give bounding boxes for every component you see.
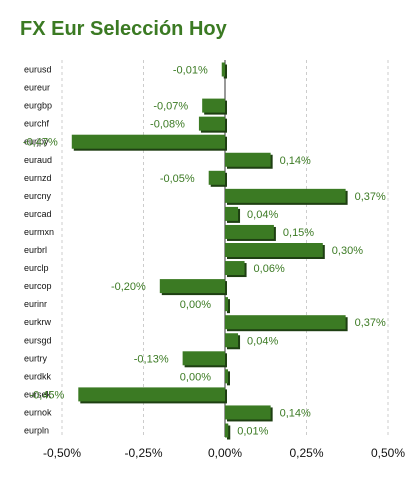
x-tick-label: -0,50%	[43, 446, 81, 460]
bar	[225, 188, 346, 203]
value-label: 0,14%	[280, 407, 311, 419]
category-label: eurnzd	[24, 173, 52, 183]
category-label: eurcny	[24, 191, 52, 201]
bar-shadow	[227, 299, 230, 314]
value-label: -0,47%	[23, 137, 58, 149]
value-label: -0,13%	[134, 353, 169, 365]
category-label: eurjpy	[24, 137, 49, 147]
bar	[225, 405, 271, 420]
bar	[208, 170, 225, 185]
value-label: -0,08%	[150, 119, 185, 131]
category-label: eurkrw	[24, 317, 52, 327]
value-label: 0,00%	[180, 371, 211, 383]
value-label: 0,04%	[247, 335, 278, 347]
category-label: eurdkk	[24, 371, 52, 381]
category-label: eureur	[24, 83, 50, 93]
value-label: 0,37%	[355, 317, 386, 329]
x-tick-label: -0,25%	[124, 446, 162, 460]
value-label: 0,01%	[237, 426, 268, 438]
value-label: -0,20%	[111, 281, 146, 293]
bar	[225, 261, 245, 276]
bar	[225, 152, 271, 167]
category-label: eursgd	[24, 335, 52, 345]
category-label: eurchf	[24, 119, 50, 129]
chart-title: FX Eur Selección Hoy	[20, 18, 227, 40]
bar	[225, 315, 346, 330]
value-label: 0,06%	[254, 263, 285, 275]
bar	[225, 206, 239, 221]
category-label: eurnok	[24, 407, 52, 417]
bar-shadow	[227, 371, 230, 386]
value-label: -0,07%	[153, 101, 188, 113]
category-label: euraud	[24, 155, 52, 165]
bar	[225, 224, 274, 239]
category-label: eurbrl	[24, 245, 47, 255]
bar	[182, 351, 225, 366]
category-label: eurcop	[24, 281, 52, 291]
value-label: 0,04%	[247, 209, 278, 221]
bar-shadow	[223, 64, 227, 79]
bar	[225, 297, 228, 312]
category-label: eurcad	[24, 209, 52, 219]
bar	[225, 369, 228, 384]
x-tick-label: 0,25%	[289, 446, 323, 460]
category-label: eurpln	[24, 426, 49, 436]
value-label: 0,00%	[180, 299, 211, 311]
bar	[225, 243, 323, 257]
bar	[198, 116, 225, 131]
bar	[71, 134, 225, 149]
category-label: eurmxn	[24, 227, 54, 237]
category-label: eurtry	[24, 353, 48, 363]
category-label: eurusd	[24, 65, 52, 75]
bar	[202, 98, 225, 113]
bar	[221, 62, 225, 77]
category-label: eursek	[24, 389, 52, 399]
bar	[225, 423, 229, 438]
x-tick-label: 0,50%	[371, 446, 405, 460]
value-label: 0,30%	[332, 245, 363, 257]
value-label: 0,14%	[280, 155, 311, 167]
value-label: -0,05%	[160, 173, 195, 185]
category-label: eurinr	[24, 299, 47, 309]
bar-shadow	[227, 425, 231, 440]
category-label: eurclp	[24, 263, 49, 273]
value-label: 0,15%	[283, 227, 314, 239]
x-tick-label: 0,00%	[208, 446, 242, 460]
value-label: -0,01%	[173, 65, 208, 77]
bar	[78, 387, 225, 402]
value-label: -0,45%	[29, 389, 64, 401]
bar	[159, 279, 225, 294]
bar	[225, 333, 239, 348]
value-label: 0,37%	[355, 191, 386, 203]
category-label: eurgbp	[24, 101, 52, 111]
